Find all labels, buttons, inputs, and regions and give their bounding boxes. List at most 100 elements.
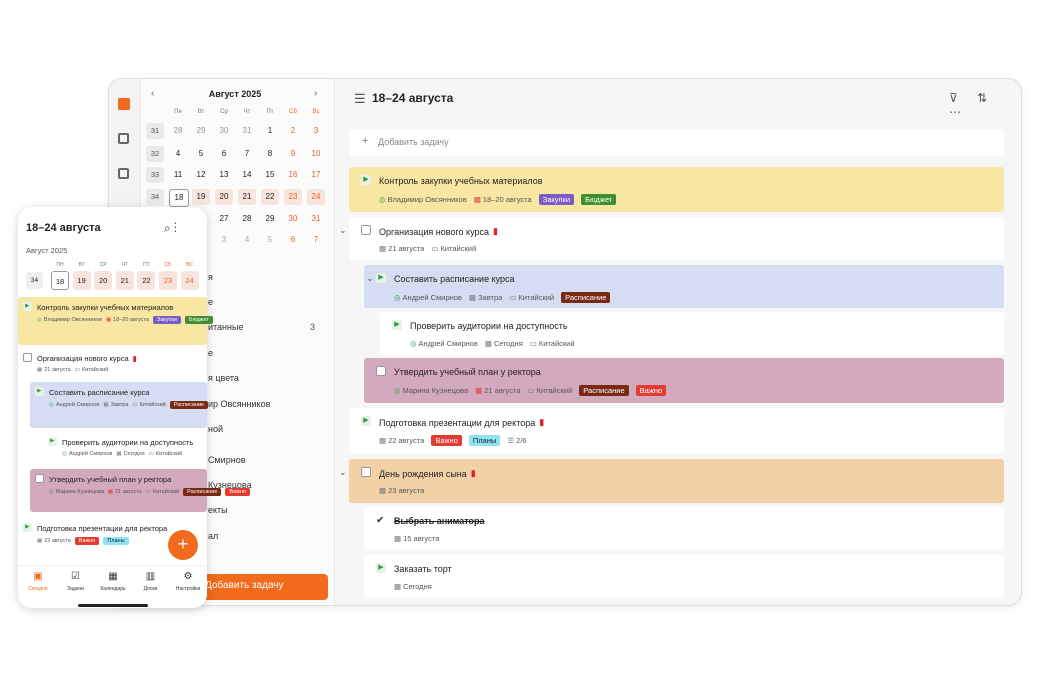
checkbox[interactable]: [361, 225, 371, 235]
day[interactable]: 21: [238, 189, 256, 205]
fab[interactable]: +: [168, 530, 198, 560]
tag[interactable]: Важно: [74, 537, 100, 545]
day[interactable]: 23: [284, 189, 302, 205]
add-task-field[interactable]: [349, 129, 1004, 156]
day[interactable]: 30: [288, 214, 298, 223]
task[interactable]: Утвердить учебный план у ректора ◎ Марина …: [364, 358, 1004, 403]
nav-icon[interactable]: ⚙: [183, 571, 193, 582]
checkbox[interactable]: [361, 467, 371, 477]
day[interactable]: 18: [169, 189, 189, 207]
task[interactable]: Утвердить учебный план у ректора ◎ Марина …: [30, 469, 250, 512]
day[interactable]: 30: [219, 126, 229, 135]
phone-icons[interactable]: ⌕ ⋮: [164, 221, 178, 235]
sidebar-item[interactable]: я цвета: [208, 373, 239, 383]
next-month[interactable]: ›: [314, 88, 318, 99]
sidebar-item[interactable]: е: [208, 348, 214, 358]
tag[interactable]: Важно: [225, 488, 250, 496]
day[interactable]: 5: [198, 149, 204, 158]
day[interactable]: 19: [192, 189, 210, 205]
day[interactable]: 28: [242, 214, 252, 223]
nav-label[interactable]: Доски: [143, 586, 158, 592]
tag[interactable]: Планы: [468, 435, 501, 446]
task[interactable]: Организация нового курса ▮ ▦ 21 августа ▭ Кит…: [18, 348, 207, 378]
checkbox[interactable]: [376, 366, 386, 376]
day[interactable]: 10: [311, 149, 321, 158]
task[interactable]: ▶ ⌄ Составить расписание курса ◎ Андрей Смир…: [364, 265, 1004, 308]
tag[interactable]: Бюджет: [184, 316, 213, 324]
sidebar-item[interactable]: Кузнецова: [208, 480, 252, 490]
day[interactable]: 12: [196, 170, 206, 179]
prev-month[interactable]: ‹: [151, 88, 155, 99]
tasks-icon[interactable]: [118, 98, 130, 110]
sidebar-item[interactable]: я: [208, 272, 213, 282]
day[interactable]: 20: [215, 189, 233, 205]
calendar-icon[interactable]: [118, 133, 129, 144]
nav-icon[interactable]: ▥: [145, 571, 156, 582]
tag[interactable]: Планы: [103, 537, 129, 545]
day[interactable]: 31: [242, 126, 252, 135]
day[interactable]: 24: [180, 271, 199, 290]
day[interactable]: 9: [290, 149, 296, 158]
day[interactable]: 28: [173, 126, 183, 135]
board-icon[interactable]: [118, 168, 129, 179]
task[interactable]: ⌄ День рождения сына ▮ ▦ 23 августа: [339, 459, 1004, 503]
tag[interactable]: Важно: [635, 385, 667, 396]
day[interactable]: 7: [244, 149, 250, 158]
nav-label[interactable]: Задачи: [67, 586, 84, 592]
day[interactable]: 8: [267, 149, 273, 158]
sidebar-item[interactable]: екты: [208, 505, 228, 515]
day[interactable]: 3: [221, 235, 227, 244]
checkbox[interactable]: [23, 353, 32, 362]
day[interactable]: 2: [290, 126, 296, 135]
day[interactable]: 19: [72, 271, 91, 290]
tag[interactable]: Бюджет: [581, 194, 617, 205]
task[interactable]: ▶ Проверить аудитории на доступность ◎ Андр…: [43, 432, 207, 465]
day[interactable]: 14: [242, 170, 252, 179]
day[interactable]: 13: [219, 170, 229, 179]
tag[interactable]: Расписание: [183, 488, 222, 496]
collapse-icon[interactable]: ⌄: [339, 467, 347, 477]
task[interactable]: ▶ Составить расписание курса ◎ Андрей Смирн…: [30, 382, 209, 428]
day[interactable]: 6: [221, 149, 227, 158]
sidebar-item[interactable]: Смирнов: [208, 455, 246, 465]
task[interactable]: ▶ Контроль закупки учебных материалов ◎ Вла…: [349, 167, 1004, 212]
checkbox[interactable]: [35, 474, 44, 483]
day[interactable]: 29: [196, 126, 206, 135]
nav-label[interactable]: Календарь: [100, 586, 126, 592]
day[interactable]: 23: [159, 271, 177, 290]
tag[interactable]: Закупки: [538, 194, 575, 205]
day[interactable]: 11: [173, 170, 183, 179]
day[interactable]: 15: [265, 170, 275, 179]
collapse-icon[interactable]: ⌄: [339, 225, 347, 235]
day[interactable]: 22: [261, 189, 279, 205]
task[interactable]: ▶ Подготовка презентации для ректора ▮ ▦ 22 …: [349, 408, 1004, 453]
day[interactable]: 18: [51, 271, 69, 290]
collapse-icon[interactable]: ⌄: [366, 273, 374, 283]
day[interactable]: 1: [267, 126, 273, 135]
day[interactable]: 27: [219, 214, 229, 223]
task[interactable]: ▶ Заказать торт ▦ Сегодня: [364, 555, 1004, 598]
sidebar-item[interactable]: ал: [208, 531, 219, 541]
day[interactable]: 6: [290, 235, 296, 244]
day[interactable]: 3: [313, 126, 319, 135]
menu-icon[interactable]: ☰: [354, 91, 366, 106]
nav-icon[interactable]: ☑: [71, 571, 80, 582]
day[interactable]: 17: [311, 170, 321, 179]
task[interactable]: ▶ Контроль закупки учебных материалов ◎ Вла…: [18, 297, 213, 345]
day[interactable]: 31: [311, 214, 321, 223]
sidebar-item[interactable]: ной: [208, 424, 224, 434]
add-button[interactable]: [195, 574, 328, 600]
day[interactable]: 4: [244, 235, 250, 244]
tag[interactable]: Расписание: [579, 385, 629, 396]
sidebar-item[interactable]: итанные: [208, 322, 244, 332]
day[interactable]: 4: [175, 149, 181, 158]
toolbar-icons[interactable]: ⊽ ⇅ ⋯: [949, 91, 996, 119]
task[interactable]: ⌄ Организация нового курса ▮ ▦ 21 августа ▭ Ки…: [339, 217, 1004, 260]
day[interactable]: 5: [267, 235, 273, 244]
tag[interactable]: Закупки: [152, 316, 181, 324]
sidebar-item[interactable]: е: [208, 297, 214, 307]
sidebar-item[interactable]: ир Овсянников: [208, 399, 271, 409]
phone-month[interactable]: Август 2025: [26, 246, 68, 255]
day[interactable]: 24: [307, 189, 325, 205]
day[interactable]: 20: [94, 271, 113, 290]
